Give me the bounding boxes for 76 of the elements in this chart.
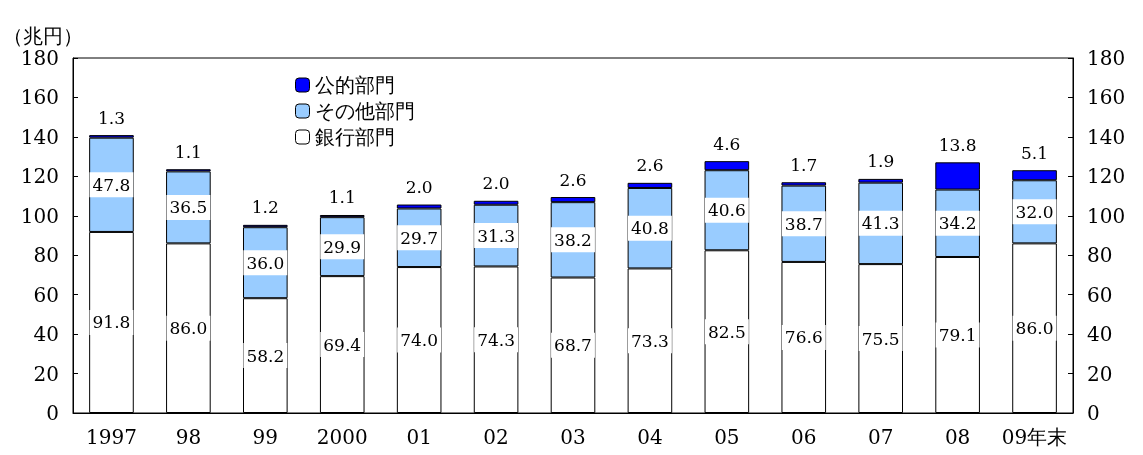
y-tick-label: 120 [20, 164, 59, 189]
y2-tick-label: 20 [1087, 361, 1113, 386]
data-label: 38.2 [554, 229, 592, 250]
data-label: 47.8 [92, 174, 131, 195]
y-tick-label: 40 [33, 322, 59, 347]
data-label: 1.9 [867, 151, 895, 172]
data-label: 5.1 [1021, 142, 1049, 163]
data-label: 4.6 [713, 133, 741, 154]
y2-tick-label: 0 [1087, 401, 1100, 425]
data-label: 29.9 [323, 236, 362, 257]
y-tick-label: 160 [20, 85, 59, 110]
data-label: 82.5 [707, 321, 746, 342]
data-label: 58.2 [246, 345, 285, 366]
data-label: 40.8 [630, 218, 669, 239]
data-label: 40.6 [707, 200, 746, 221]
x-tick-label: 03 [560, 425, 586, 449]
data-label: 91.8 [92, 312, 131, 333]
data-label: 32.0 [1015, 201, 1054, 222]
data-label: 36.0 [246, 252, 285, 273]
legend-label: 銀行部門 [314, 125, 395, 149]
data-label: 73.3 [630, 330, 669, 351]
data-label: 2.0 [482, 173, 510, 194]
y2-tick-label: 40 [1087, 322, 1113, 347]
y-tick-label: 140 [20, 124, 59, 149]
data-label: 86.0 [1015, 318, 1054, 339]
data-label: 29.7 [400, 227, 439, 248]
y-tick-label: 0 [46, 401, 59, 425]
x-tick-label: 01 [406, 425, 432, 449]
x-tick-label: 02 [483, 425, 509, 449]
data-label: 2.6 [559, 169, 587, 190]
data-label: 31.3 [477, 225, 516, 246]
y-tick-label: 60 [33, 282, 59, 307]
x-tick-label: 1997 [86, 425, 137, 449]
data-label: 2.0 [405, 177, 433, 198]
data-label: 1.7 [790, 154, 818, 175]
data-label: 1.1 [174, 141, 202, 162]
data-label: 41.3 [861, 213, 900, 234]
y-tick-label: 20 [33, 361, 59, 386]
y-tick-label: 180 [20, 46, 59, 70]
data-label: 1.1 [328, 187, 356, 208]
data-label: 75.5 [861, 328, 900, 349]
y-axis-title: （兆円） [3, 24, 83, 48]
x-tick-label: 05 [714, 425, 740, 449]
legend-label: 公的部門 [314, 73, 395, 97]
data-label: 1.2 [251, 197, 279, 218]
y2-tick-label: 100 [1087, 203, 1126, 228]
data-label: 2.6 [636, 155, 664, 176]
data-label: 76.6 [784, 327, 823, 348]
data-label: 34.2 [938, 213, 977, 234]
data-label: 74.3 [477, 329, 516, 350]
data-label: 74.0 [400, 330, 439, 351]
y-tick-label: 80 [33, 243, 59, 268]
x-tick-label: 98 [175, 425, 202, 449]
y2-tick-label: 180 [1087, 46, 1126, 70]
y2-tick-label: 140 [1087, 124, 1126, 149]
x-tick-label: 08 [944, 425, 971, 449]
x-tick-label: 2000 [316, 425, 368, 449]
x-tick-label: 07 [867, 425, 894, 449]
y-tick-label: 100 [20, 203, 59, 228]
y2-tick-label: 160 [1087, 85, 1126, 110]
data-label: 79.1 [938, 325, 977, 345]
data-label: 13.8 [938, 134, 977, 155]
data-label: 69.4 [323, 334, 362, 355]
data-label: 86.0 [169, 318, 208, 339]
data-label: 38.7 [784, 213, 823, 234]
x-tick-label: 06 [791, 425, 817, 449]
legend-label: その他部門 [314, 99, 415, 123]
y2-tick-label: 80 [1087, 243, 1113, 268]
y2-tick-label: 120 [1087, 164, 1126, 189]
x-tick-label: 04 [637, 425, 663, 449]
data-label: 1.3 [97, 107, 125, 128]
y2-tick-label: 60 [1087, 282, 1113, 307]
x-tick-label: 09年末 [1001, 425, 1068, 449]
data-label: 36.5 [169, 197, 208, 218]
data-label: 68.7 [554, 335, 592, 356]
x-tick-label: 99 [252, 425, 279, 449]
